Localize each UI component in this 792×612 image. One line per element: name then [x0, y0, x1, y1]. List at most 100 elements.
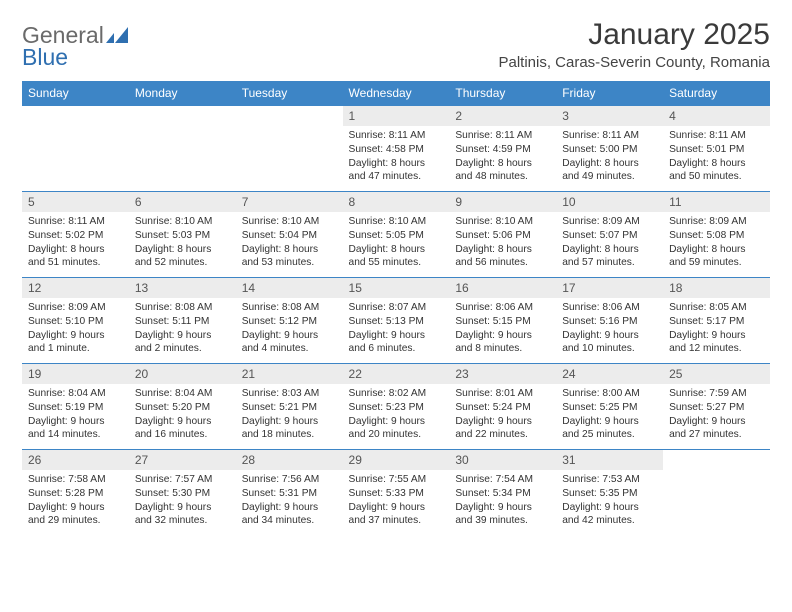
day-details: Sunrise: 8:10 AMSunset: 5:04 PMDaylight:…	[236, 212, 343, 274]
day-details: Sunrise: 8:09 AMSunset: 5:08 PMDaylight:…	[663, 212, 770, 274]
day-details: Sunrise: 8:11 AMSunset: 4:58 PMDaylight:…	[343, 126, 450, 188]
calendar-cell: 5Sunrise: 8:11 AMSunset: 5:02 PMDaylight…	[22, 192, 129, 278]
calendar-cell: 27Sunrise: 7:57 AMSunset: 5:30 PMDayligh…	[129, 450, 236, 536]
calendar-cell	[236, 106, 343, 192]
day-details: Sunrise: 8:08 AMSunset: 5:12 PMDaylight:…	[236, 298, 343, 360]
calendar-cell: 13Sunrise: 8:08 AMSunset: 5:11 PMDayligh…	[129, 278, 236, 364]
calendar-cell: 1Sunrise: 8:11 AMSunset: 4:58 PMDaylight…	[343, 106, 450, 192]
day-number: 31	[556, 450, 663, 470]
calendar-cell: 30Sunrise: 7:54 AMSunset: 5:34 PMDayligh…	[449, 450, 556, 536]
weekday-header: Friday	[556, 81, 663, 106]
day-details: Sunrise: 8:06 AMSunset: 5:15 PMDaylight:…	[449, 298, 556, 360]
day-number: 1	[343, 106, 450, 126]
day-details: Sunrise: 8:03 AMSunset: 5:21 PMDaylight:…	[236, 384, 343, 446]
day-number: 24	[556, 364, 663, 384]
day-number: 3	[556, 106, 663, 126]
day-details: Sunrise: 8:08 AMSunset: 5:11 PMDaylight:…	[129, 298, 236, 360]
day-details: Sunrise: 7:57 AMSunset: 5:30 PMDaylight:…	[129, 470, 236, 532]
calendar-cell: 4Sunrise: 8:11 AMSunset: 5:01 PMDaylight…	[663, 106, 770, 192]
day-number: 26	[22, 450, 129, 470]
calendar-cell: 19Sunrise: 8:04 AMSunset: 5:19 PMDayligh…	[22, 364, 129, 450]
day-details: Sunrise: 8:00 AMSunset: 5:25 PMDaylight:…	[556, 384, 663, 446]
weekday-header: Saturday	[663, 81, 770, 106]
day-number: 10	[556, 192, 663, 212]
logo-flag-icon	[106, 27, 132, 45]
page-title: January 2025	[498, 18, 770, 52]
day-number: 30	[449, 450, 556, 470]
day-number: 19	[22, 364, 129, 384]
calendar-cell: 7Sunrise: 8:10 AMSunset: 5:04 PMDaylight…	[236, 192, 343, 278]
day-number: 29	[343, 450, 450, 470]
calendar-cell: 12Sunrise: 8:09 AMSunset: 5:10 PMDayligh…	[22, 278, 129, 364]
day-details: Sunrise: 8:02 AMSunset: 5:23 PMDaylight:…	[343, 384, 450, 446]
calendar-cell: 25Sunrise: 7:59 AMSunset: 5:27 PMDayligh…	[663, 364, 770, 450]
day-number: 2	[449, 106, 556, 126]
day-number: 6	[129, 192, 236, 212]
day-number: 15	[343, 278, 450, 298]
day-details: Sunrise: 8:04 AMSunset: 5:20 PMDaylight:…	[129, 384, 236, 446]
calendar-cell: 21Sunrise: 8:03 AMSunset: 5:21 PMDayligh…	[236, 364, 343, 450]
day-number: 13	[129, 278, 236, 298]
weekday-header: Monday	[129, 81, 236, 106]
calendar-cell: 9Sunrise: 8:10 AMSunset: 5:06 PMDaylight…	[449, 192, 556, 278]
calendar-cell: 20Sunrise: 8:04 AMSunset: 5:20 PMDayligh…	[129, 364, 236, 450]
calendar-row: 12Sunrise: 8:09 AMSunset: 5:10 PMDayligh…	[22, 278, 770, 364]
calendar-cell: 6Sunrise: 8:10 AMSunset: 5:03 PMDaylight…	[129, 192, 236, 278]
day-number: 11	[663, 192, 770, 212]
calendar-cell: 18Sunrise: 8:05 AMSunset: 5:17 PMDayligh…	[663, 278, 770, 364]
day-number: 5	[22, 192, 129, 212]
calendar-cell: 8Sunrise: 8:10 AMSunset: 5:05 PMDaylight…	[343, 192, 450, 278]
calendar-cell: 29Sunrise: 7:55 AMSunset: 5:33 PMDayligh…	[343, 450, 450, 536]
weekday-header: Thursday	[449, 81, 556, 106]
day-number: 27	[129, 450, 236, 470]
day-number: 21	[236, 364, 343, 384]
day-number: 8	[343, 192, 450, 212]
day-details: Sunrise: 7:59 AMSunset: 5:27 PMDaylight:…	[663, 384, 770, 446]
calendar-cell: 10Sunrise: 8:09 AMSunset: 5:07 PMDayligh…	[556, 192, 663, 278]
calendar-cell: 14Sunrise: 8:08 AMSunset: 5:12 PMDayligh…	[236, 278, 343, 364]
day-details: Sunrise: 8:09 AMSunset: 5:10 PMDaylight:…	[22, 298, 129, 360]
calendar-cell: 16Sunrise: 8:06 AMSunset: 5:15 PMDayligh…	[449, 278, 556, 364]
day-details: Sunrise: 8:11 AMSunset: 5:02 PMDaylight:…	[22, 212, 129, 274]
day-details: Sunrise: 8:11 AMSunset: 5:00 PMDaylight:…	[556, 126, 663, 188]
calendar-cell: 15Sunrise: 8:07 AMSunset: 5:13 PMDayligh…	[343, 278, 450, 364]
day-number: 25	[663, 364, 770, 384]
day-number: 28	[236, 450, 343, 470]
day-number: 14	[236, 278, 343, 298]
calendar-cell	[663, 450, 770, 536]
day-number: 18	[663, 278, 770, 298]
calendar-cell: 26Sunrise: 7:58 AMSunset: 5:28 PMDayligh…	[22, 450, 129, 536]
day-details: Sunrise: 7:55 AMSunset: 5:33 PMDaylight:…	[343, 470, 450, 532]
calendar-cell: 28Sunrise: 7:56 AMSunset: 5:31 PMDayligh…	[236, 450, 343, 536]
header: General January 2025 Paltinis, Caras-Sev…	[22, 18, 770, 71]
calendar-cell: 2Sunrise: 8:11 AMSunset: 4:59 PMDaylight…	[449, 106, 556, 192]
day-details: Sunrise: 7:58 AMSunset: 5:28 PMDaylight:…	[22, 470, 129, 532]
day-details: Sunrise: 8:11 AMSunset: 4:59 PMDaylight:…	[449, 126, 556, 188]
day-details: Sunrise: 7:54 AMSunset: 5:34 PMDaylight:…	[449, 470, 556, 532]
calendar-cell	[129, 106, 236, 192]
day-number: 4	[663, 106, 770, 126]
calendar-cell: 11Sunrise: 8:09 AMSunset: 5:08 PMDayligh…	[663, 192, 770, 278]
day-number: 16	[449, 278, 556, 298]
weekday-header: Sunday	[22, 81, 129, 106]
day-details: Sunrise: 8:06 AMSunset: 5:16 PMDaylight:…	[556, 298, 663, 360]
day-number: 17	[556, 278, 663, 298]
calendar-row: 5Sunrise: 8:11 AMSunset: 5:02 PMDaylight…	[22, 192, 770, 278]
day-number: 9	[449, 192, 556, 212]
day-details: Sunrise: 8:10 AMSunset: 5:05 PMDaylight:…	[343, 212, 450, 274]
calendar-cell: 23Sunrise: 8:01 AMSunset: 5:24 PMDayligh…	[449, 364, 556, 450]
weekday-header: Wednesday	[343, 81, 450, 106]
calendar-cell: 22Sunrise: 8:02 AMSunset: 5:23 PMDayligh…	[343, 364, 450, 450]
calendar-cell: 3Sunrise: 8:11 AMSunset: 5:00 PMDaylight…	[556, 106, 663, 192]
calendar-cell: 24Sunrise: 8:00 AMSunset: 5:25 PMDayligh…	[556, 364, 663, 450]
day-details: Sunrise: 8:10 AMSunset: 5:03 PMDaylight:…	[129, 212, 236, 274]
weekday-header: Tuesday	[236, 81, 343, 106]
day-details: Sunrise: 7:53 AMSunset: 5:35 PMDaylight:…	[556, 470, 663, 532]
page-subtitle: Paltinis, Caras-Severin County, Romania	[498, 54, 770, 71]
day-details: Sunrise: 8:04 AMSunset: 5:19 PMDaylight:…	[22, 384, 129, 446]
calendar-table: Sunday Monday Tuesday Wednesday Thursday…	[22, 81, 770, 536]
day-number: 7	[236, 192, 343, 212]
calendar-row: 26Sunrise: 7:58 AMSunset: 5:28 PMDayligh…	[22, 450, 770, 536]
day-details: Sunrise: 8:11 AMSunset: 5:01 PMDaylight:…	[663, 126, 770, 188]
day-details: Sunrise: 8:05 AMSunset: 5:17 PMDaylight:…	[663, 298, 770, 360]
